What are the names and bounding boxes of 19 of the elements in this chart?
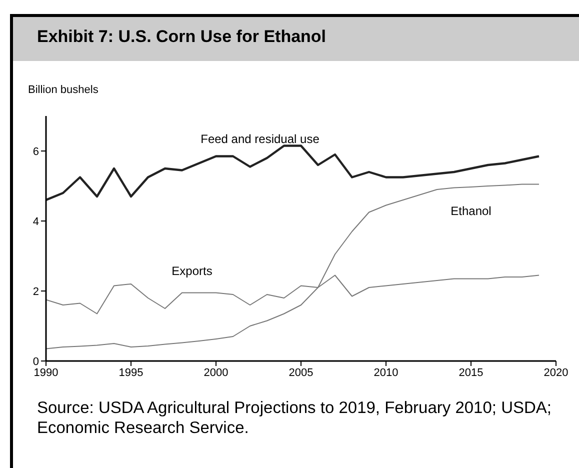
x-tick-label: 2005 bbox=[288, 366, 314, 379]
line-series bbox=[46, 184, 540, 350]
y-tick-label: 4 bbox=[32, 216, 39, 228]
y-tick-label: 0 bbox=[32, 356, 39, 368]
x-tick-label: 2000 bbox=[204, 366, 228, 379]
series-label: Exports bbox=[172, 264, 212, 278]
x-tick-label: 1990 bbox=[34, 366, 58, 379]
y-axis-title: Billion bushels bbox=[28, 84, 98, 96]
source-note: Source: USDA Agricultural Projections to 2019, February 2010; USDA; Economic Research Service. bbox=[37, 398, 553, 438]
y-tick-label: 2 bbox=[32, 286, 39, 298]
series-label: Feed and residual use bbox=[200, 132, 320, 146]
x-tick-label: 2010 bbox=[374, 366, 398, 379]
x-tick-label: 2020 bbox=[544, 366, 568, 379]
line-series bbox=[46, 144, 540, 202]
series-label: Ethanol bbox=[450, 204, 492, 218]
x-tick-label: 2015 bbox=[458, 366, 484, 379]
chart-title: Exhibit 7: U.S. Corn Use for Ethanol bbox=[37, 27, 326, 47]
x-tick-label: 1995 bbox=[118, 366, 144, 379]
y-tick-label: 6 bbox=[32, 146, 39, 158]
